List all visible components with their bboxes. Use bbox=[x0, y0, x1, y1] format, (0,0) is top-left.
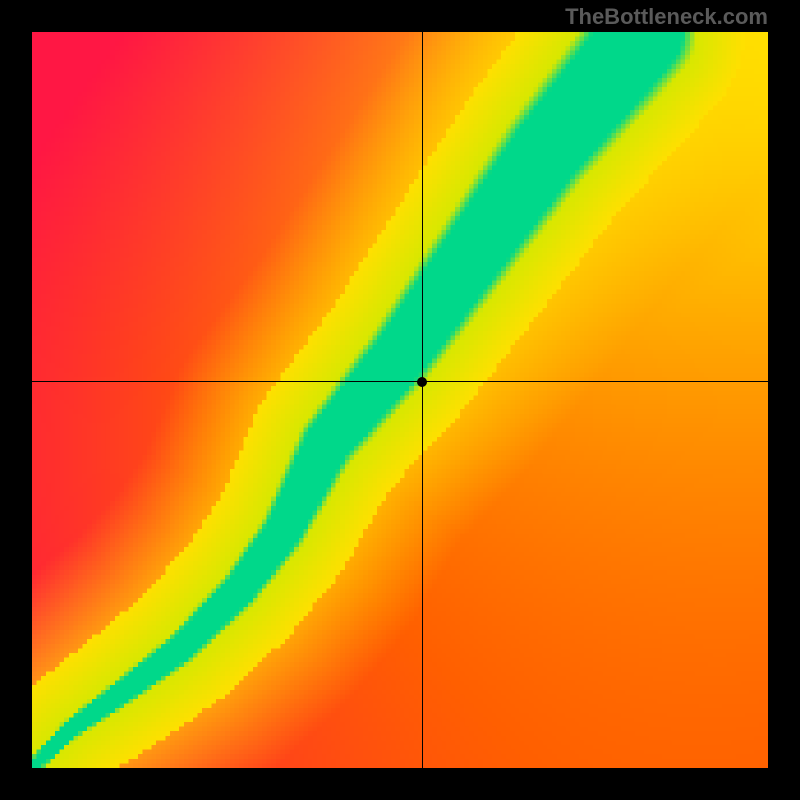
plot-area bbox=[32, 32, 768, 768]
crosshair-point bbox=[417, 377, 427, 387]
crosshair-vertical bbox=[422, 32, 423, 768]
watermark-text: TheBottleneck.com bbox=[565, 4, 768, 30]
crosshair-horizontal bbox=[32, 381, 768, 382]
heatmap-canvas bbox=[32, 32, 768, 768]
